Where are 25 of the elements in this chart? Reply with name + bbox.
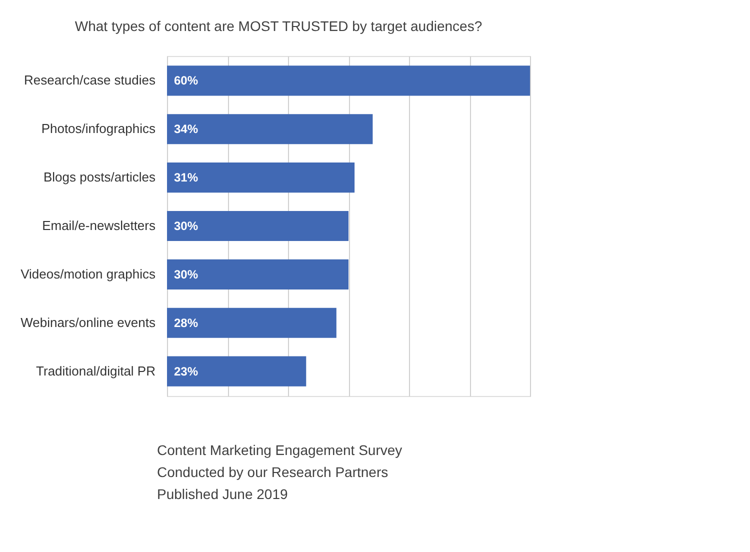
y-tick-label: Webinars/online events: [20, 314, 156, 330]
bar: [167, 210, 348, 242]
text: Published June 2019: [157, 486, 288, 502]
bar: [167, 259, 348, 290]
bar: [167, 114, 373, 144]
y-tick-label: Blogs posts/articles: [44, 170, 156, 185]
text: Content Marketing Engagement Survey: [157, 442, 402, 458]
bar: [167, 308, 336, 338]
bar: [167, 162, 355, 193]
data-label: 34%: [174, 122, 198, 136]
data-label: 23%: [174, 364, 198, 378]
data-label: 30%: [174, 219, 198, 233]
data-label: 28%: [174, 316, 198, 330]
text: Conducted by our Research Partners: [157, 464, 388, 480]
y-tick-label: Research/case studies: [24, 72, 156, 88]
y-tick-label: Traditional/digital PR: [36, 363, 156, 378]
y-tick-label: Photos/infographics: [41, 121, 156, 136]
y-tick-label: Email/e-newsletters: [42, 218, 156, 233]
data-label: 60%: [174, 74, 198, 88]
data-label: 31%: [174, 170, 198, 185]
data-label: 30%: [174, 267, 198, 282]
bar: [167, 66, 530, 96]
y-tick-label: Videos/motion graphics: [20, 266, 156, 282]
bar: [167, 356, 306, 386]
chart-title: What types of content are MOST TRUSTED by target audiences?: [74, 18, 482, 34]
